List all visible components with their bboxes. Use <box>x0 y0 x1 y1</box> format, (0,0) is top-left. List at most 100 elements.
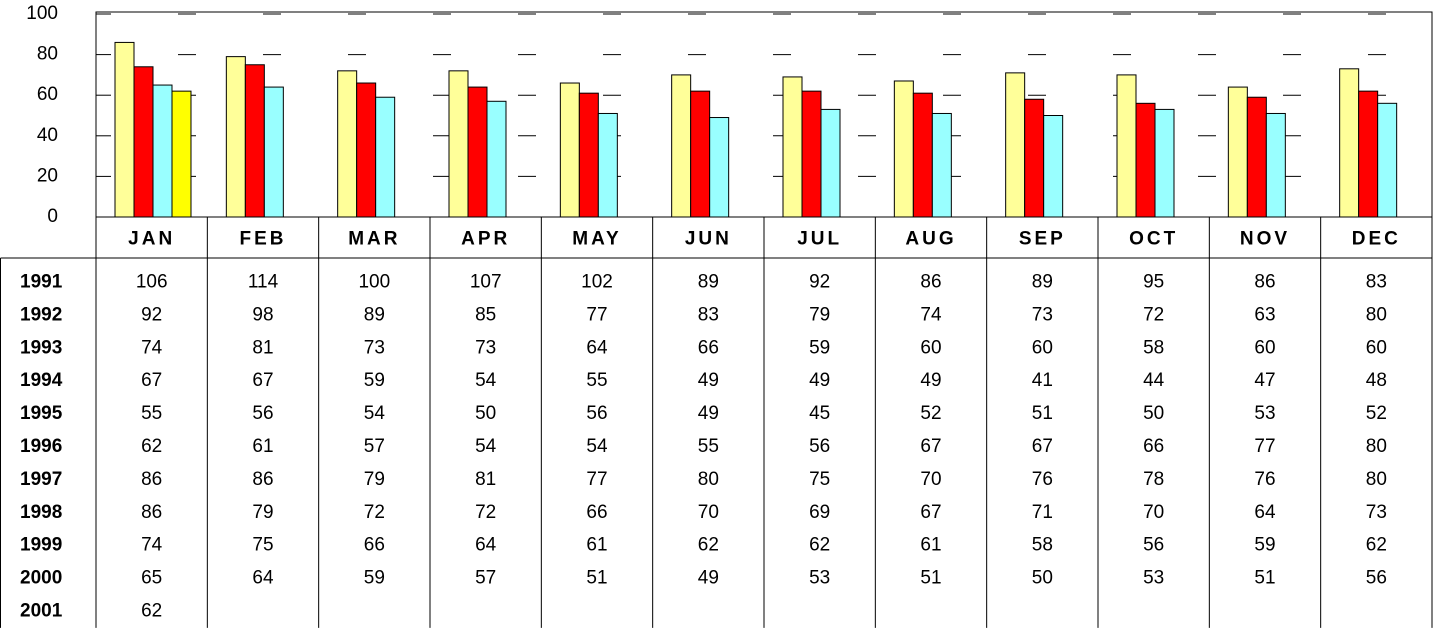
table-value: 52 <box>1366 403 1387 424</box>
table-value: 74 <box>141 337 163 358</box>
year-label: 1993 <box>20 337 62 358</box>
table-value: 72 <box>1143 304 1164 325</box>
year-label: 1992 <box>20 304 62 325</box>
table-value: 67 <box>252 370 273 391</box>
bar <box>690 90 711 218</box>
y-tick-label: 80 <box>37 44 58 65</box>
table-value: 64 <box>1254 502 1276 523</box>
table-value: 66 <box>586 502 607 523</box>
table-value: 57 <box>475 568 496 589</box>
table-value: 59 <box>364 568 385 589</box>
table-value: 86 <box>141 469 162 490</box>
table-value: 98 <box>252 304 273 325</box>
table-value: 44 <box>1143 370 1165 391</box>
table-value: 49 <box>698 403 719 424</box>
year-label: 2000 <box>20 568 62 589</box>
table-value: 67 <box>141 370 162 391</box>
table-value: 74 <box>141 535 163 556</box>
table-value: 76 <box>1254 469 1275 490</box>
table-value: 80 <box>1366 304 1387 325</box>
bar <box>1227 86 1248 218</box>
year-label: 1999 <box>20 535 62 556</box>
bar <box>263 86 284 218</box>
bar <box>1135 102 1156 218</box>
month-label: AUG <box>905 229 956 250</box>
table-value: 89 <box>1032 271 1053 292</box>
table-value: 70 <box>698 502 719 523</box>
year-label: 1994 <box>20 370 63 391</box>
table-value: 62 <box>698 535 719 556</box>
table-value: 60 <box>1366 337 1387 358</box>
table-value: 62 <box>141 436 162 457</box>
table-value: 75 <box>252 535 273 556</box>
month-label: FEB <box>240 229 287 250</box>
table-value: 56 <box>1143 535 1164 556</box>
table-value: 86 <box>252 469 273 490</box>
table-value: 85 <box>475 304 496 325</box>
table-value: 58 <box>1143 337 1164 358</box>
table-value: 47 <box>1254 370 1275 391</box>
table-value: 60 <box>1032 337 1053 358</box>
table-value: 53 <box>809 568 830 589</box>
year-label: 1996 <box>20 436 62 457</box>
table-value: 66 <box>364 535 385 556</box>
table-value: 49 <box>920 370 941 391</box>
bar <box>597 112 618 218</box>
y-tick-label: 60 <box>37 84 58 105</box>
table-value: 65 <box>141 568 162 589</box>
table-value: 54 <box>364 403 386 424</box>
month-label: OCT <box>1129 229 1178 250</box>
bar <box>133 66 154 218</box>
bar <box>486 100 507 218</box>
table-value: 70 <box>920 469 941 490</box>
table-value: 86 <box>141 502 162 523</box>
bar <box>801 90 822 218</box>
table-value: 53 <box>1143 568 1164 589</box>
table-value: 114 <box>248 271 279 292</box>
table-value: 60 <box>920 337 941 358</box>
bar <box>1358 90 1379 218</box>
bar <box>671 74 692 218</box>
table-value: 70 <box>1143 502 1164 523</box>
table-value: 67 <box>920 502 941 523</box>
bar <box>893 80 914 218</box>
table-value: 71 <box>1032 502 1053 523</box>
table-value: 49 <box>809 370 830 391</box>
bar <box>225 56 246 218</box>
bar <box>1043 115 1064 218</box>
table-value: 107 <box>470 271 502 292</box>
table-value: 72 <box>364 502 385 523</box>
table-value: 63 <box>1254 304 1275 325</box>
table-value: 49 <box>698 370 719 391</box>
table-value: 64 <box>586 337 608 358</box>
table-value: 51 <box>1254 568 1275 589</box>
table-value: 67 <box>920 436 941 457</box>
table-value: 64 <box>252 568 274 589</box>
year-label: 1998 <box>20 502 62 523</box>
table-value: 77 <box>1254 436 1275 457</box>
table-value: 56 <box>586 403 607 424</box>
table-value: 61 <box>252 436 273 457</box>
table-value: 67 <box>1032 436 1053 457</box>
bar <box>467 86 488 218</box>
table-value: 92 <box>141 304 162 325</box>
bar <box>782 76 803 218</box>
table-value: 77 <box>586 304 607 325</box>
table-value: 83 <box>698 304 719 325</box>
bar <box>1246 96 1267 218</box>
bar <box>1377 102 1398 218</box>
y-tick-label: 0 <box>47 206 58 227</box>
table-value: 50 <box>475 403 496 424</box>
table-value: 73 <box>1366 502 1387 523</box>
table-value: 54 <box>586 436 608 457</box>
bar <box>171 90 192 218</box>
table-value: 95 <box>1143 271 1164 292</box>
table-value: 80 <box>1366 469 1387 490</box>
table-value: 75 <box>809 469 830 490</box>
month-label: JUL <box>797 229 842 250</box>
table-value: 92 <box>809 271 830 292</box>
table-value: 79 <box>364 469 385 490</box>
bar <box>337 70 358 218</box>
table-value: 64 <box>475 535 497 556</box>
table-value: 56 <box>1366 568 1387 589</box>
